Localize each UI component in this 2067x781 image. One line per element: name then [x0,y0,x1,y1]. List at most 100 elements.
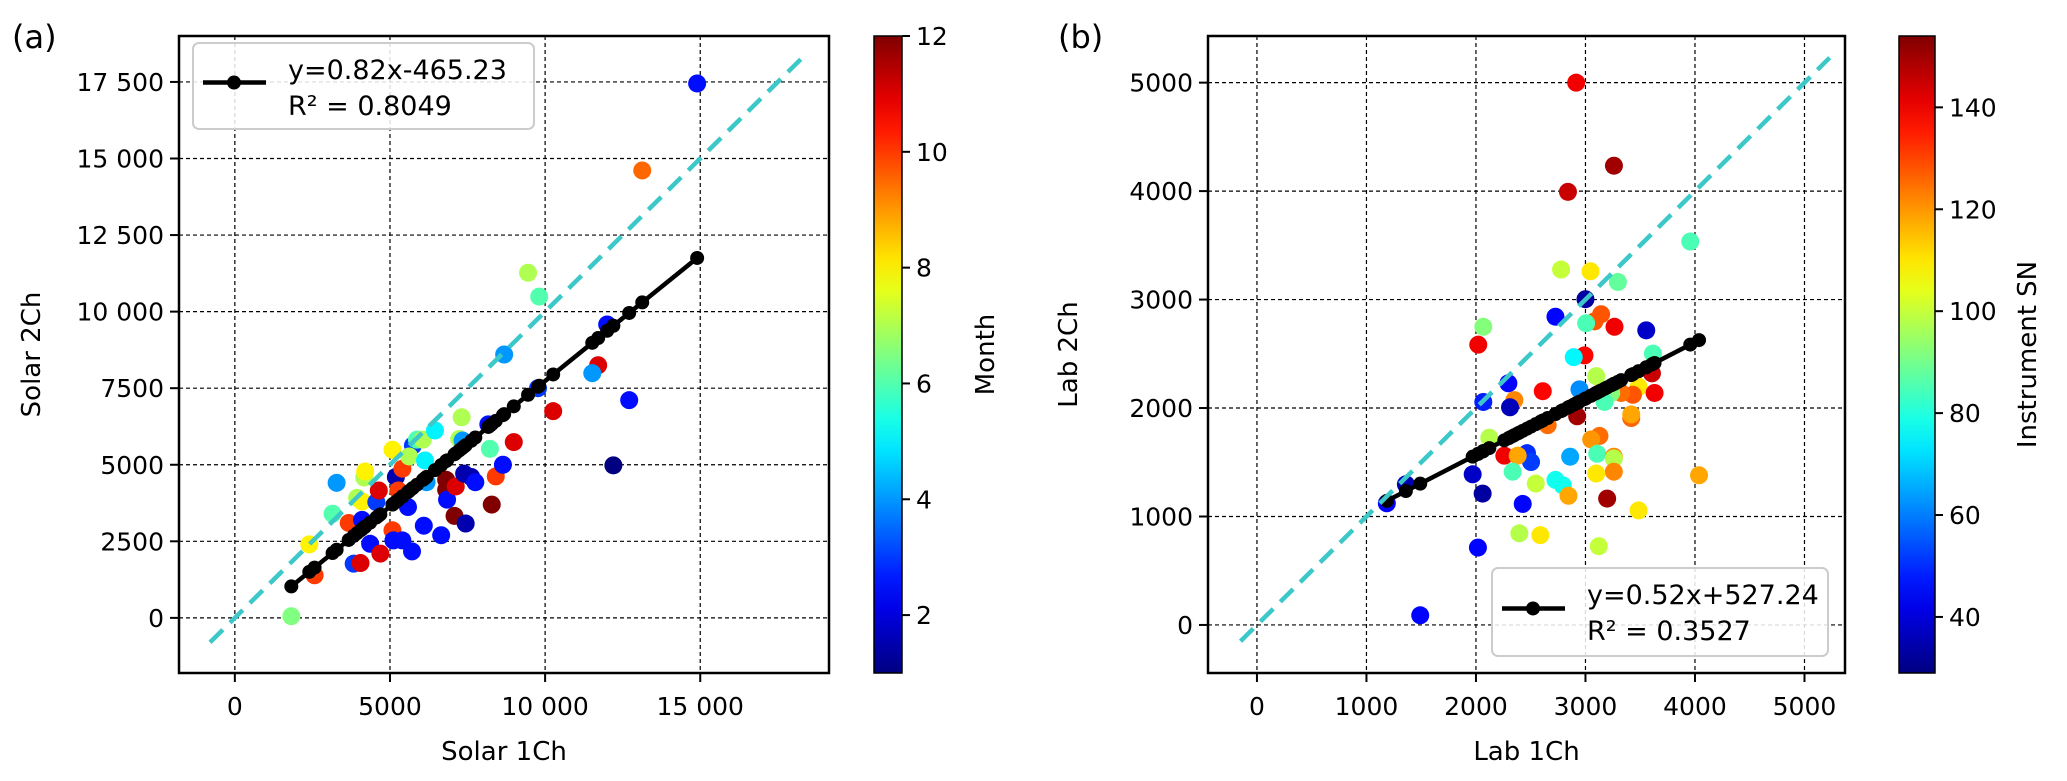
regression-marker [373,507,388,522]
scatter-point [1637,321,1656,340]
colorbar-tick-label: 6 [916,369,932,398]
x-tick-label: 1000 [1335,692,1399,721]
scatter-point [1522,453,1541,472]
axes-frame [177,34,831,675]
legend: y=0.52x+527.24 R² = 0.3527 [1491,567,1829,657]
legend-box [192,42,535,130]
regression-marker [1692,333,1707,348]
scatter-point [356,462,375,481]
regression-marker [532,378,547,393]
x-tick-label: 4000 [1663,692,1727,721]
scatter-point [1411,606,1430,625]
scatter-point [416,451,435,470]
scatter-point [1629,501,1648,520]
scatter-point [1581,262,1600,281]
regression-marker [690,250,705,265]
legend-equation: y=0.52x+527.24 [1587,580,1819,611]
panel-a: 0 5000 10 000 15 000 0 2500 5000 7500 10 000 12 5… [12,18,1001,767]
scatter-point [583,364,602,383]
scatter-point [1589,537,1608,556]
legend-r-squared: R² = 0.3527 [1587,616,1751,647]
colorbar-gradient [873,35,903,674]
scatter-point [1531,526,1550,545]
colorbar: 2 4 6 8 10 12 Month [873,22,1001,674]
scatter-point [1604,462,1623,481]
scatter-point [1510,524,1529,543]
scatter-point [1463,465,1482,484]
scatter-point [1604,156,1623,175]
colorbar-tick-label: 2 [916,601,932,630]
scatter-point [1513,494,1532,513]
scatter-point [1587,464,1606,483]
colorbar-label: Month [971,314,1001,396]
scatter-point [633,161,652,180]
scatter-point [438,490,457,509]
scatter-point [1564,348,1583,367]
colorbar-tick-label: 12 [916,22,948,51]
scatter-point [1645,383,1664,402]
scatter-point [466,473,485,492]
y-tick-label: 4000 [1129,177,1193,206]
scatter-point [452,408,471,427]
scatter-point [414,516,433,535]
y-axis-label: Lab 2Ch [1054,301,1084,407]
identity-line [1238,56,1832,643]
y-tick-label: 12 500 [77,221,164,250]
scatter-point [1469,335,1488,354]
plot-area [282,74,707,626]
scatter-point [1468,538,1487,557]
scatter-point [1474,317,1493,336]
regression-marker [1647,355,1662,370]
scatter-point [371,544,390,563]
scatter-point [1605,317,1624,336]
scatter-point [1587,367,1606,386]
scatter-point [482,495,501,514]
scatter-point [383,440,402,459]
legend: y=0.82x-465.23 R² = 0.8049 [192,42,535,130]
y-tick-label: 2000 [1129,394,1193,423]
regression-marker [546,367,561,382]
y-tick-label: 0 [1177,611,1193,640]
regression-marker [284,579,299,594]
regression-marker [622,305,637,320]
scatter-point [1588,444,1607,463]
scatter-point [400,447,419,466]
legend-box [1491,567,1829,657]
scatter-point [1503,462,1522,481]
x-tick-label: 3000 [1554,692,1618,721]
x-axis-label: Lab 1Ch [1473,737,1579,767]
scatter-point [1604,449,1623,468]
scatter-point [1501,398,1520,417]
scatter-point [544,402,563,421]
colorbar-tick-label: 4 [916,485,932,514]
scatter-point [369,481,388,500]
scatter-point [1690,466,1709,485]
colorbar-tick-label: 140 [1949,93,1997,122]
scatter-point [1533,382,1552,401]
y-tick-label: 17 500 [77,68,164,97]
legend-marker-icon [1526,601,1540,616]
colorbar-tick-label: 10 [916,138,948,167]
regression-marker [635,295,650,310]
scatter-point [403,542,422,561]
scatter-point [1552,260,1571,279]
y-tick-label: 10 000 [77,298,164,327]
y-tick-label: 15 000 [77,145,164,174]
x-tick-label: 2000 [1444,692,1508,721]
scatter-point [351,554,370,573]
scatter-point [456,514,475,533]
scatter-point [480,439,499,458]
colorbar-tick-label: 8 [916,254,932,283]
regression-marker [606,318,621,333]
scatter-point [1582,430,1601,449]
scatter-point [688,74,707,93]
scatter-point [530,287,549,306]
x-tick-label: 5000 [1773,692,1837,721]
scatter-point [1473,484,1492,503]
colorbar-label: Instrument SN [2013,261,2043,448]
regression-marker [1413,476,1428,491]
x-tick-label: 5000 [358,692,422,721]
scatter-point [1561,447,1580,466]
y-tick-label: 1000 [1129,502,1193,531]
